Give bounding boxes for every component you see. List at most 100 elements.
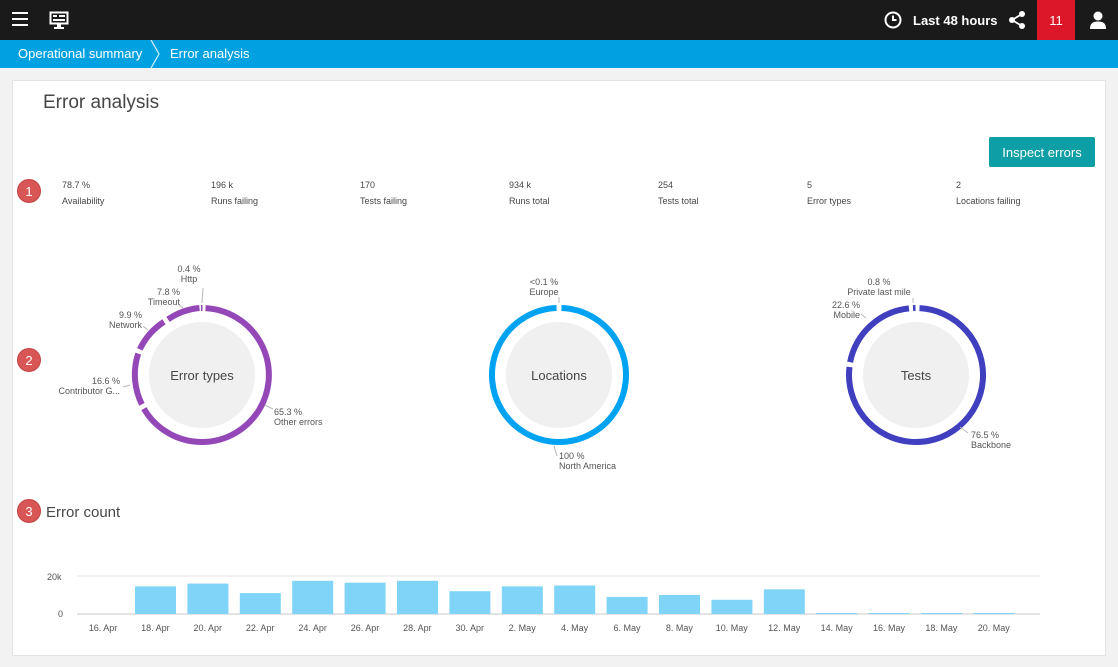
seg-label-pct: 0.4 % (177, 264, 201, 274)
kpi-availability: 78.7 % Availability (62, 180, 104, 206)
notifications-badge[interactable]: 11 (1037, 0, 1075, 40)
kpi-value: 170 (360, 180, 376, 190)
kpi-value: 254 (658, 180, 674, 190)
y-tick-label: 20k (47, 572, 62, 582)
seg-label-north-america: 100 % North America (559, 451, 616, 471)
x-tick-label: 14. May (820, 623, 853, 633)
x-tick-label: 16. May (872, 623, 906, 633)
error-count-bars (77, 575, 1040, 615)
donut-center-error-types[interactable]: Error types (149, 322, 255, 428)
user-icon[interactable] (1088, 10, 1108, 30)
x-tick-label: 10. May (715, 623, 748, 633)
marker-1: 1 (18, 180, 40, 202)
seg-label-timeout: 7.8 % Timeout (130, 287, 180, 307)
kpi-tests-total: 254 Tests total (658, 180, 699, 206)
seg-label-name: Private last mile (847, 287, 911, 297)
x-tick-label: 18. Apr (141, 623, 170, 633)
error-bar[interactable] (816, 613, 858, 614)
x-tick-label: 22. Apr (245, 623, 275, 633)
seg-label-pct: 76.5 % (971, 430, 1000, 440)
donut-center-tests[interactable]: Tests (863, 322, 969, 428)
breadcrumb-error-analysis[interactable]: Error analysis (170, 46, 250, 61)
seg-label-name: Network (108, 320, 142, 330)
seg-label-pct: 100 % (559, 451, 585, 461)
x-tick-label: 28. Apr (403, 623, 432, 633)
error-count-chart: 20k 0 16. Apr 18. Apr 20. Apr 22. Apr 24. Ap… (0, 560, 1118, 640)
kpi-label: Runs total (509, 196, 550, 206)
error-bar[interactable] (606, 596, 648, 614)
breadcrumb: Operational summary Error analysis (0, 40, 1118, 68)
error-bar[interactable] (397, 580, 438, 615)
x-tick-label: 12. May (768, 623, 801, 633)
seg-label-name: Backbone (971, 440, 1012, 450)
inspect-errors-button[interactable]: Inspect errors (989, 137, 1095, 167)
x-tick-label: 8. May (665, 623, 693, 633)
share-icon[interactable] (1007, 10, 1027, 30)
breadcrumb-chevron-icon (150, 40, 160, 68)
breadcrumb-operational-summary[interactable]: Operational summary (18, 46, 143, 61)
seg-label-mobile: 22.6 % Mobile (820, 300, 860, 320)
x-tick-label: 20. Apr (193, 623, 223, 633)
menu-icon[interactable] (12, 12, 28, 26)
error-bar[interactable] (921, 613, 962, 614)
timeframe-selector[interactable]: Last 48 hours (884, 0, 998, 40)
error-bar[interactable] (763, 589, 805, 614)
kpi-label: Availability (62, 196, 105, 206)
error-count-title: Error count (46, 504, 121, 521)
seg-label-europe: <0.1 % Europe (524, 277, 564, 297)
seg-label-name: Timeout (147, 297, 180, 307)
seg-label-name: Http (180, 274, 198, 284)
error-bar[interactable] (868, 613, 910, 614)
kpi-value: 78.7 % (62, 180, 91, 190)
x-tick-label: 24. Apr (298, 623, 327, 633)
seg-label-name: Mobile (833, 310, 860, 320)
marker-2: 2 (18, 349, 40, 371)
error-bar[interactable] (344, 582, 386, 614)
clock-icon (884, 11, 902, 29)
x-tick-label: 20. May (977, 623, 1010, 633)
marker-3: 3 (18, 500, 40, 522)
error-bar[interactable] (449, 591, 491, 614)
seg-label-pct: <0.1 % (529, 277, 559, 287)
seg-label-name: Contributor G... (58, 386, 120, 396)
kpi-label: Locations failing (956, 196, 1021, 206)
error-bar[interactable] (659, 595, 700, 614)
seg-label-private-last-mile: 0.8 % Private last mile (843, 277, 915, 297)
error-bar[interactable] (711, 599, 753, 615)
x-tick-label: 2. May (508, 623, 536, 633)
kpi-error-types: 5 Error types (807, 180, 851, 206)
kpi-value: 5 (807, 180, 813, 190)
x-tick-label: 26. Apr (350, 623, 380, 633)
kpi-label: Error types (807, 196, 852, 206)
top-bar: Last 48 hours 11 (0, 0, 1118, 40)
kpi-tests-failing: 170 Tests failing (360, 180, 407, 206)
x-tick-label: 6. May (613, 623, 641, 633)
error-bar[interactable] (135, 586, 176, 614)
x-tick-label: 16. Apr (88, 623, 118, 633)
kpi-label: Tests total (658, 196, 699, 206)
page-title: Error analysis (43, 92, 160, 113)
seg-label-contributor: 16.6 % Contributor G... (40, 376, 120, 396)
x-tick-label: 18. May (925, 623, 958, 633)
monitor-icon[interactable] (49, 10, 69, 30)
error-bar[interactable] (292, 580, 334, 615)
error-bar[interactable] (187, 583, 229, 614)
donut-center-locations[interactable]: Locations (506, 322, 612, 428)
error-bar[interactable] (973, 613, 1015, 614)
seg-label-backbone: 76.5 % Backbone (971, 430, 1011, 450)
x-tick-label: 4. May (561, 623, 589, 633)
seg-label-pct: 7.8 % (156, 287, 180, 297)
seg-label-network: 9.9 % Network (92, 310, 142, 330)
timeframe-label: Last 48 hours (913, 12, 998, 28)
error-bar[interactable] (501, 586, 543, 614)
seg-label-name: Other errors (274, 417, 323, 427)
error-bar[interactable] (239, 593, 281, 614)
x-tick-label: 30. Apr (455, 623, 485, 633)
seg-label-pct: 22.6 % (831, 300, 860, 310)
seg-label-pct: 0.8 % (867, 277, 891, 287)
kpi-label: Tests failing (360, 196, 408, 206)
error-bar[interactable] (554, 585, 596, 615)
seg-label-http: 0.4 % Http (172, 264, 206, 284)
seg-label-pct: 65.3 % (274, 407, 303, 417)
y-tick-label: 0 (58, 609, 64, 619)
